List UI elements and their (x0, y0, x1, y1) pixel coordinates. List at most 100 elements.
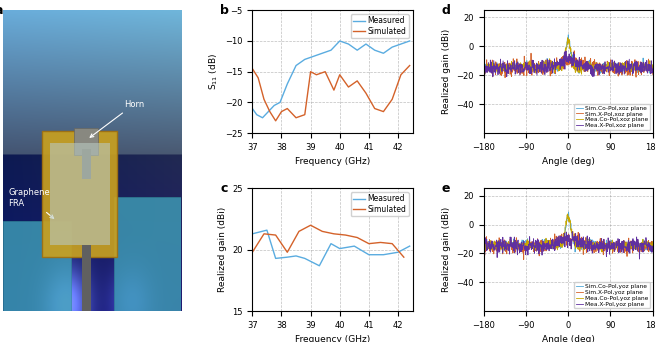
Y-axis label: S$_{11}$ (dB): S$_{11}$ (dB) (207, 53, 220, 90)
Line: Measured: Measured (253, 230, 409, 266)
Mea.X-Pol,xoz plane (523, 68, 531, 72)
Measured (316, 264, 323, 268)
Measured (365, 253, 373, 257)
Measured (336, 247, 344, 251)
Sim.X-Pol,yoz plane (480, 245, 487, 249)
Sim.Co-Pol,xoz plane (556, 64, 564, 68)
Simulated (306, 223, 314, 227)
Measured (249, 106, 256, 110)
Measured (405, 39, 413, 43)
Mea.X-Pol,xoz plane (607, 67, 615, 71)
Sim.X-Pol,yoz plane (523, 243, 531, 247)
Mea.Co-Pol,yoz plane (510, 239, 518, 243)
Sim.Co-Pol,yoz plane (580, 242, 588, 246)
X-axis label: Frequency (GHz): Frequency (GHz) (295, 336, 370, 342)
Simulated (306, 70, 314, 74)
Simulated (388, 97, 396, 101)
Mea.X-Pol,yoz plane (580, 243, 588, 247)
Mea.Co-Pol,xoz plane (593, 63, 601, 67)
Sim.Co-Pol,yoz plane (649, 241, 656, 245)
Simulated (342, 233, 350, 237)
Mea.Co-Pol,xoz plane (649, 68, 656, 72)
Simulated (354, 79, 361, 83)
Measured (336, 39, 344, 43)
Measured (388, 45, 396, 49)
Mea.X-Pol,xoz plane (556, 62, 564, 66)
Simulated (388, 241, 396, 246)
Sim.Co-Pol,yoz plane (565, 210, 573, 214)
Simulated (301, 113, 309, 117)
Mea.X-Pol,yoz plane (649, 250, 656, 254)
Simulated (295, 229, 303, 234)
Line: Simulated: Simulated (253, 225, 404, 257)
Text: a: a (0, 4, 3, 17)
Sim.X-Pol,yoz plane (510, 244, 518, 248)
Mea.Co-Pol,yoz plane (556, 240, 564, 245)
Simulated (371, 106, 379, 110)
Mea.X-Pol,yoz plane (480, 244, 487, 248)
Line: Mea.Co-Pol,yoz plane: Mea.Co-Pol,yoz plane (483, 214, 653, 252)
Measured (301, 57, 309, 62)
Measured (283, 255, 291, 259)
Sim.Co-Pol,xoz plane (510, 63, 518, 67)
Measured (283, 82, 291, 86)
Simulated (362, 91, 370, 95)
Measured (270, 103, 278, 107)
Mea.Co-Pol,yoz plane (564, 212, 571, 216)
Simulated (330, 88, 338, 92)
Sim.Co-Pol,xoz plane (649, 63, 656, 67)
Mea.Co-Pol,xoz plane (480, 62, 487, 66)
Sim.Co-Pol,xoz plane (607, 65, 615, 69)
Sim.X-Pol,xoz plane (593, 65, 601, 69)
Mea.X-Pol,xoz plane (580, 66, 588, 70)
Line: Mea.X-Pol,yoz plane: Mea.X-Pol,yoz plane (483, 232, 653, 259)
Text: c: c (220, 182, 228, 195)
Simulated (377, 240, 384, 245)
Simulated (365, 241, 373, 246)
Sim.Co-Pol,xoz plane (580, 66, 588, 70)
Sim.X-Pol,yoz plane (574, 230, 582, 234)
Mea.Co-Pol,xoz plane (510, 65, 518, 69)
Sim.Co-Pol,xoz plane (593, 65, 601, 69)
Measured (394, 250, 402, 254)
Simulated (379, 109, 387, 114)
Sim.Co-Pol,xoz plane (551, 71, 559, 76)
Simulated (354, 235, 361, 239)
Mea.Co-Pol,yoz plane (480, 240, 487, 245)
Sim.Co-Pol,xoz plane (480, 63, 487, 67)
X-axis label: Frequency (GHz): Frequency (GHz) (295, 157, 370, 166)
Mea.Co-Pol,yoz plane (607, 244, 615, 248)
Simulated (292, 116, 300, 120)
Measured (310, 54, 318, 58)
Simulated (277, 109, 285, 114)
Measured (301, 256, 309, 261)
Sim.X-Pol,yoz plane (649, 239, 656, 244)
Sim.X-Pol,yoz plane (607, 242, 615, 246)
Mea.X-Pol,yoz plane (568, 229, 576, 234)
Simulated (249, 67, 256, 71)
Mea.X-Pol,yoz plane (510, 249, 518, 253)
Mea.Co-Pol,yoz plane (580, 243, 588, 247)
Y-axis label: Realized gain (dBi): Realized gain (dBi) (442, 29, 451, 114)
Simulated (260, 97, 268, 101)
Sim.Co-Pol,yoz plane (607, 242, 615, 247)
Line: Sim.Co-Pol,yoz plane: Sim.Co-Pol,yoz plane (483, 212, 653, 252)
Mea.X-Pol,xoz plane (510, 67, 518, 71)
Simulated (400, 255, 408, 259)
Sim.X-Pol,xoz plane (570, 49, 578, 53)
FancyBboxPatch shape (81, 245, 91, 311)
Line: Mea.X-Pol,xoz plane: Mea.X-Pol,xoz plane (483, 51, 653, 77)
Line: Mea.Co-Pol,xoz plane: Mea.Co-Pol,xoz plane (483, 38, 653, 74)
Sim.Co-Pol,yoz plane (510, 237, 518, 241)
Measured (253, 113, 260, 117)
Simulated (272, 119, 279, 123)
Mea.Co-Pol,yoz plane (523, 239, 531, 243)
Measured (371, 48, 379, 52)
Mea.X-Pol,yoz plane (607, 247, 615, 251)
Mea.Co-Pol,xoz plane (564, 36, 571, 40)
Measured (276, 100, 284, 104)
Measured (264, 109, 272, 114)
Mea.X-Pol,yoz plane (523, 246, 531, 250)
Mea.Co-Pol,yoz plane (593, 242, 601, 246)
Mea.X-Pol,xoz plane (649, 67, 656, 71)
